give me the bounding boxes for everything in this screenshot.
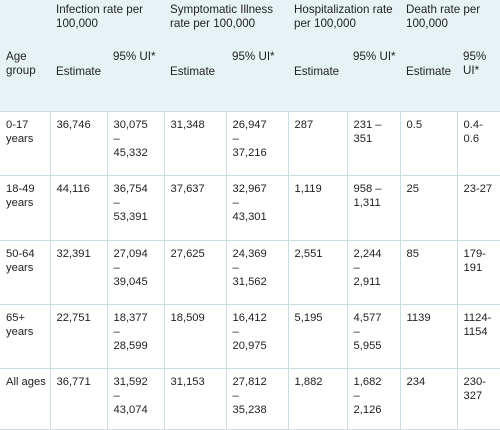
table-row: 50-64 years 32,391 27,094 – 39,045 27,62… xyxy=(0,240,500,305)
header-death-rate: Death rate per 100,000 xyxy=(406,3,481,30)
death-estimate-cell: 234 xyxy=(399,368,458,430)
symptomatic-estimate-cell: 31,348 xyxy=(163,111,227,176)
age-cell: All ages xyxy=(0,368,50,430)
infection-estimate-cell: 36,771 xyxy=(49,368,107,430)
symptomatic-ui-cell: 24,369 – 31,562 xyxy=(225,240,289,305)
death-estimate-cell: 85 xyxy=(399,240,458,305)
hospitalization-ui-cell: 1,682 – 2,126 xyxy=(346,368,401,430)
symptomatic-ui-cell: 16,412 – 20,975 xyxy=(225,304,289,369)
header-ui: 95% UI* xyxy=(232,50,275,63)
hospitalization-ui-cell: 4,577 – 5,955 xyxy=(346,304,401,369)
header-ui: 95% UI* xyxy=(463,50,487,77)
symptomatic-estimate-cell: 37,637 xyxy=(163,175,227,241)
age-cell: 65+ years xyxy=(0,304,50,369)
hospitalization-estimate-cell: 5,195 xyxy=(287,304,348,369)
age-cell: 0-17 years xyxy=(0,111,50,176)
table-row: 18-49 years 44,116 36,754 – 53,391 37,63… xyxy=(0,175,500,241)
hospitalization-ui-cell: 2,244 – 2,911 xyxy=(346,240,401,305)
death-estimate-cell: 0.5 xyxy=(399,111,458,176)
symptomatic-estimate-cell: 27,625 xyxy=(163,240,227,305)
infection-ui-cell: 18,377 – 28,599 xyxy=(106,304,165,369)
death-estimate-cell: 1139 xyxy=(399,304,458,369)
symptomatic-estimate-cell: 18,509 xyxy=(163,304,227,369)
death-ui-cell: 230- 327 xyxy=(456,368,500,430)
death-ui-cell: 179- 191 xyxy=(456,240,500,305)
age-cell: 50-64 years xyxy=(0,240,50,305)
infection-estimate-cell: 44,116 xyxy=(49,175,107,241)
hospitalization-estimate-cell: 287 xyxy=(287,111,348,176)
header-age-group: Age group xyxy=(6,50,36,77)
death-ui-cell: 23-27 xyxy=(456,175,500,241)
header-hospitalization-rate: Hospitalization rate per 100,000 xyxy=(294,3,393,30)
infection-estimate-cell: 32,391 xyxy=(49,240,107,305)
header-infection-rate: Infection rate per 100,000 xyxy=(56,3,144,30)
header-ui: 95% UI* xyxy=(113,50,156,63)
header-estimate: Estimate xyxy=(56,65,102,78)
infection-ui-cell: 27,094 – 39,045 xyxy=(106,240,165,305)
table-header: Infection rate per 100,000 Symptomatic I… xyxy=(0,0,500,112)
header-estimate: Estimate xyxy=(170,65,216,78)
hospitalization-ui-cell: 231 – 351 xyxy=(346,111,401,176)
hospitalization-estimate-cell: 1,119 xyxy=(287,175,348,241)
symptomatic-ui-cell: 26,947 – 37,216 xyxy=(225,111,289,176)
table-row: 65+ years 22,751 18,377 – 28,599 18,509 … xyxy=(0,304,500,369)
hospitalization-ui-cell: 958 – 1,311 xyxy=(346,175,401,241)
header-corner xyxy=(0,0,50,47)
infection-ui-cell: 36,754 – 53,391 xyxy=(106,175,165,241)
hospitalization-estimate-cell: 1,882 xyxy=(287,368,348,430)
hospitalization-estimate-cell: 2,551 xyxy=(287,240,348,305)
sub-header-row: Age group Estimate 95% UI* Estimate 95% … xyxy=(0,47,500,112)
table-body: 0-17 years 36,746 30,075 – 45,332 31,348… xyxy=(0,111,500,430)
table-row: 0-17 years 36,746 30,075 – 45,332 31,348… xyxy=(0,111,500,176)
age-cell: 18-49 years xyxy=(0,175,50,241)
header-symptomatic-rate: Symptomatic Illness rate per 100,000 xyxy=(170,3,274,30)
symptomatic-ui-cell: 32,967 – 43,301 xyxy=(225,175,289,241)
symptomatic-ui-cell: 27,812 – 35,238 xyxy=(225,368,289,430)
death-ui-cell: 0.4- 0.6 xyxy=(456,111,500,176)
symptomatic-estimate-cell: 31,153 xyxy=(163,368,227,430)
header-estimate: Estimate xyxy=(294,65,340,78)
infection-estimate-cell: 36,746 xyxy=(49,111,107,176)
header-estimate: Estimate xyxy=(406,65,452,78)
group-header-row: Infection rate per 100,000 Symptomatic I… xyxy=(0,0,500,47)
infection-ui-cell: 30,075 – 45,332 xyxy=(106,111,165,176)
header-ui: 95% UI* xyxy=(353,50,396,63)
table-row: All ages 36,771 31,592 – 43,074 31,153 2… xyxy=(0,368,500,430)
infection-estimate-cell: 22,751 xyxy=(49,304,107,369)
death-ui-cell: 1124- 1154 xyxy=(456,304,500,369)
infection-ui-cell: 31,592 – 43,074 xyxy=(106,368,165,430)
death-estimate-cell: 25 xyxy=(399,175,458,241)
